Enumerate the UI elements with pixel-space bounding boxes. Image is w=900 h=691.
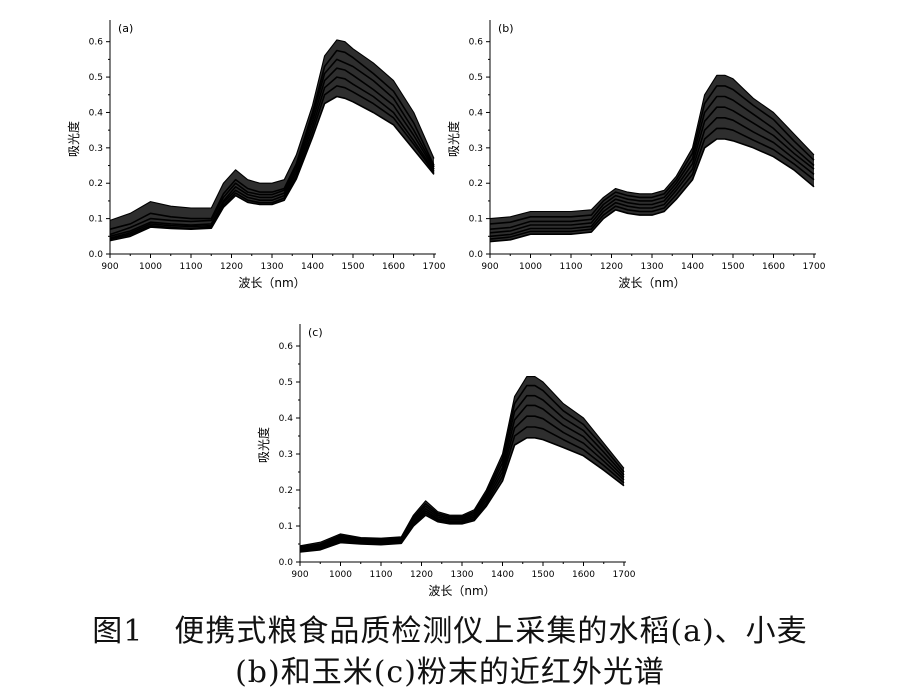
panel-label: (a) [118,22,133,35]
spectrum-line [489,127,815,240]
spectra-band [300,376,624,552]
spectra-band [110,39,434,241]
spectrum-line [299,394,625,550]
y-tick-label: 0.5 [89,73,103,83]
spectrum-line [299,415,625,552]
x-tick-label: 1200 [410,570,433,580]
x-tick-label: 1600 [572,570,595,580]
y-tick-label: 0.1 [469,215,483,225]
spectra-band [490,75,814,242]
spectrum-line [109,39,435,221]
x-tick-label: 1100 [180,262,203,272]
x-tick-label: 1500 [342,262,365,272]
chart-panel-b: 0.0 0.1 0.2 0.3 0.4 0.5 0.6 900 1000 1100 1200 1300… [440,4,840,306]
y-tick-label: 0.2 [469,179,483,189]
chart-panel-a: 0.0 0.1 0.2 0.3 0.4 0.5 0.6 900 1000 1100 1200 1300… [60,4,460,306]
x-tick-label: 1000 [329,570,352,580]
chart-a-svg: 0.0 0.1 0.2 0.3 0.4 0.5 0.6 900 1000 1100 1200 1300… [66,20,446,290]
x-tick-label: 1500 [532,570,555,580]
spectrum-line [299,404,625,551]
y-tick-label: 0.4 [89,108,104,118]
spectrum-line [299,437,625,553]
figure-caption-line-2: (b)和玉米(c)粉末的近红外光谱 [235,655,665,690]
y-tick-label: 0.5 [279,378,293,388]
x-tick-label: 1400 [301,262,324,272]
panel-label: (c) [308,326,323,339]
panel-label: (b) [498,22,514,35]
y-tick-label: 0.6 [469,38,484,48]
x-tick-label: 900 [481,262,498,272]
x-tick-label: 1300 [641,262,664,272]
spectrum-line [109,49,435,230]
x-tick-label: 1100 [370,570,393,580]
spectrum-line [489,74,815,220]
y-tick-label: 0.3 [469,144,483,154]
y-axis-label: 吸光度 [256,427,271,463]
y-tick-label: 0.2 [279,486,293,496]
spectrum-line [109,85,435,240]
y-tick-label: 0.4 [469,108,484,118]
spectrum-line [489,117,815,238]
spectrum-line [109,76,435,239]
x-tick-label: 1600 [382,262,405,272]
x-axis-label: 波长（nm） [238,276,305,290]
figure-caption-line-1: 图1 便携式粮食品质检测仪上采集的水稻(a)、小麦 [92,614,808,649]
spectrum-line [489,85,815,225]
x-tick-label: 1300 [261,262,284,272]
x-tick-label: 1200 [220,262,243,272]
y-tick-label: 0.5 [469,73,483,83]
x-tick-label: 1700 [803,262,826,272]
x-tick-label: 900 [291,570,308,580]
spectrum-line [109,95,435,242]
x-tick-label: 1100 [560,262,583,272]
spectrum-line [489,95,815,230]
x-tick-label: 1300 [451,570,474,580]
spectrum-line [109,67,435,238]
x-tick-label: 1400 [491,570,514,580]
y-tick-label: 0.6 [279,342,294,352]
x-tick-label: 1000 [139,262,162,272]
y-tick-label: 0.6 [89,38,104,48]
x-tick-label: 1700 [423,262,446,272]
chart-panel-c: 0.0 0.1 0.2 0.3 0.4 0.5 0.6 900 1000 1100 1200 1300… [250,310,650,604]
spectrum-line [109,58,435,236]
chart-c-svg: 0.0 0.1 0.2 0.3 0.4 0.5 0.6 900 1000 1100 1200 1300… [256,324,636,598]
y-tick-label: 0.0 [89,250,104,260]
y-tick-label: 0.3 [89,144,103,154]
spectrum-line [489,106,815,234]
y-tick-label: 0.0 [279,558,294,568]
y-tick-label: 0.3 [279,450,293,460]
spectrum-line [299,376,625,547]
y-tick-label: 0.1 [279,522,293,532]
x-tick-label: 1400 [681,262,704,272]
x-tick-label: 1600 [762,262,785,272]
y-tick-label: 0.4 [279,414,294,424]
x-tick-label: 900 [101,262,118,272]
y-tick-label: 0.0 [469,250,484,260]
y-axis-label: 吸光度 [66,121,81,157]
y-tick-label: 0.1 [89,215,103,225]
x-tick-label: 1500 [722,262,745,272]
x-axis-label: 波长（nm） [428,584,495,598]
y-axis-label: 吸光度 [446,121,461,157]
spectrum-line [299,384,625,548]
chart-b-svg: 0.0 0.1 0.2 0.3 0.4 0.5 0.6 900 1000 1100 1200 1300… [446,20,826,290]
y-tick-label: 0.2 [89,179,103,189]
spectrum-line [299,426,625,552]
x-tick-label: 1700 [613,570,636,580]
spectrum-line [489,138,815,243]
x-tick-label: 1000 [519,262,542,272]
x-tick-label: 1200 [600,262,623,272]
x-axis-label: 波长（nm） [618,276,685,290]
